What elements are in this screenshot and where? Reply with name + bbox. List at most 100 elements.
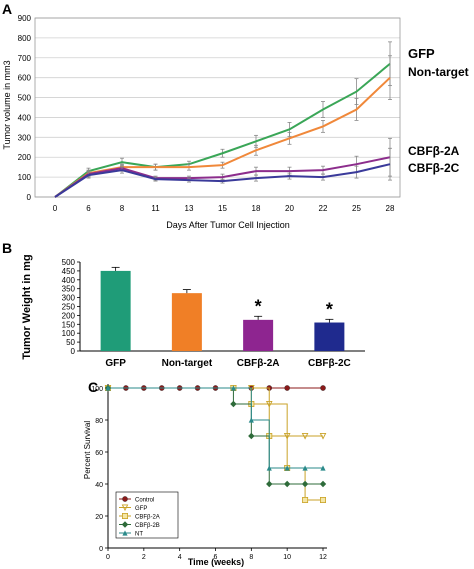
y-tick-label: 100 — [91, 386, 103, 393]
y-tick-label: 900 — [18, 14, 32, 23]
y-tick-label: 300 — [18, 133, 32, 142]
y-tick-label: 400 — [18, 113, 32, 122]
panel-label-a: A — [2, 1, 12, 17]
survival-point — [105, 385, 111, 391]
x-tick-label: 25 — [352, 204, 361, 213]
y-tick-label: 300 — [62, 294, 76, 303]
survival-point — [284, 465, 290, 471]
survival-line-3 — [108, 387, 323, 485]
x-tick-label: 0 — [53, 204, 58, 213]
survival-point — [302, 496, 309, 503]
legend-marker — [122, 530, 128, 536]
y-tick-label: 50 — [66, 338, 75, 347]
y-tick-label: 450 — [62, 267, 76, 276]
survival-point — [284, 385, 290, 391]
survival-point — [320, 385, 326, 391]
y-tick-label: 80 — [95, 418, 103, 425]
bar-3 — [314, 322, 345, 351]
x-tick-label: 28 — [386, 204, 395, 213]
legend-label: CBFβ-2B — [135, 523, 160, 529]
x-tick-label: Non-target — [162, 358, 213, 369]
x-tick-label: GFP — [105, 358, 126, 369]
legend-cbfb-2a: CBFβ-2A — [408, 144, 460, 158]
x-tick-label: 10 — [283, 554, 291, 561]
panel-b-ylabel: Tumor Weight in mg — [21, 254, 33, 359]
panel-c-survival-chart: Percent Survival Time (weeks) 0204060801… — [83, 384, 327, 567]
y-tick-label: 100 — [18, 173, 32, 182]
x-tick-label: 13 — [185, 204, 194, 213]
x-tick-label: 20 — [285, 204, 294, 213]
legend-marker — [122, 496, 128, 502]
bar-1 — [171, 293, 202, 351]
x-tick-label: 0 — [106, 554, 110, 561]
x-tick-label: 11 — [151, 204, 160, 213]
survival-point — [320, 465, 326, 471]
x-tick-label: 2 — [142, 554, 146, 561]
survival-point — [230, 400, 237, 408]
legend-non-target: Non-target — [408, 65, 469, 79]
legend-marker — [121, 504, 129, 512]
panel-a-xlabel: Days After Tumor Cell Injection — [166, 220, 290, 230]
survival-point — [319, 496, 326, 503]
y-tick-label: 400 — [62, 276, 76, 285]
legend-label: GFP — [135, 506, 147, 512]
legend-label: CBFβ-2A — [135, 515, 160, 521]
y-tick-label: 150 — [62, 320, 76, 329]
x-tick-label: 8 — [120, 204, 125, 213]
x-tick-label: 4 — [178, 554, 182, 561]
panel-c-ylabel: Percent Survival — [83, 421, 92, 479]
survival-point — [302, 465, 308, 471]
survival-point — [230, 385, 237, 391]
y-tick-label: 0 — [71, 347, 76, 356]
legend-label: Control — [135, 498, 154, 504]
significance-marker: * — [255, 296, 262, 316]
series-line-cbfb2a — [54, 156, 391, 198]
legend-marker — [121, 521, 129, 528]
panel-label-c: C — [88, 379, 98, 395]
bar-2 — [243, 319, 274, 351]
y-tick-label: 40 — [95, 482, 103, 489]
y-tick-label: 600 — [18, 74, 32, 83]
panel-c-xlabel: Time (weeks) — [188, 557, 244, 567]
y-tick-label: 200 — [18, 153, 32, 162]
y-tick-label: 0 — [27, 193, 32, 202]
y-tick-label: 800 — [18, 34, 32, 43]
y-tick-label: 60 — [95, 450, 103, 457]
y-tick-label: 0 — [99, 546, 103, 553]
survival-point — [266, 465, 272, 471]
survival-point — [248, 417, 254, 423]
x-tick-label: 22 — [319, 204, 328, 213]
survival-point — [319, 432, 327, 440]
survival-point — [301, 432, 309, 440]
survival-point — [283, 480, 291, 488]
x-tick-label: 6 — [86, 204, 91, 213]
x-tick-label: 6 — [214, 554, 218, 561]
panel-b-bar-chart: Tumor Weight in mg 050100150200250300350… — [21, 254, 365, 369]
y-tick-label: 200 — [62, 311, 76, 320]
survival-line-2 — [108, 387, 323, 501]
x-tick-label: 18 — [252, 204, 261, 213]
x-tick-label: 15 — [218, 204, 227, 213]
x-tick-label: 12 — [319, 554, 327, 561]
y-tick-label: 20 — [95, 514, 103, 521]
bar-0 — [100, 270, 131, 351]
y-tick-label: 700 — [18, 54, 32, 63]
legend-cbfb-2c: CBFβ-2C — [408, 161, 460, 175]
panel-a-ylabel: Tumor volume in mm3 — [2, 60, 12, 149]
y-tick-label: 500 — [18, 94, 32, 103]
survival-line-1 — [108, 387, 323, 437]
significance-marker: * — [326, 299, 333, 319]
survival-point — [248, 432, 255, 440]
x-tick-label: 8 — [249, 554, 253, 561]
survival-point — [319, 480, 327, 488]
survival-line-4 — [108, 387, 323, 469]
y-tick-label: 100 — [62, 329, 76, 338]
legend-label: NT — [135, 532, 143, 538]
series-line-gfp — [54, 62, 391, 198]
panel-label-b: B — [2, 240, 12, 256]
y-tick-label: 250 — [62, 303, 76, 312]
legend-marker — [122, 513, 129, 520]
survival-point — [266, 480, 273, 488]
x-tick-label: CBFβ-2A — [237, 358, 280, 369]
